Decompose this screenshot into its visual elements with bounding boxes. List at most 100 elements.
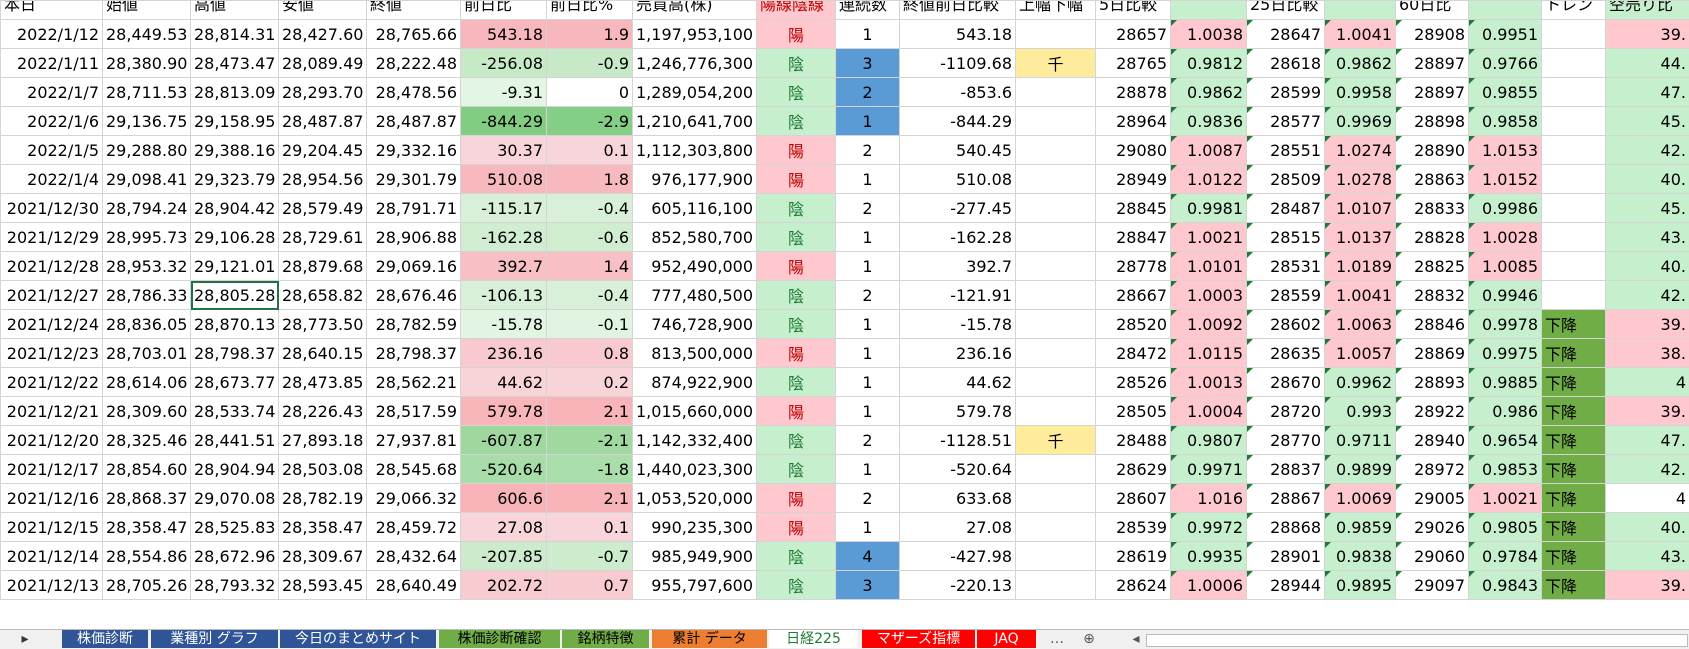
- cell: 28,309.60: [103, 397, 191, 426]
- cell: 1.0063: [1325, 310, 1396, 339]
- cell: 28770: [1247, 426, 1325, 455]
- cell: 1.0092: [1171, 310, 1247, 339]
- cell: 0.1: [547, 513, 633, 542]
- sheet-tab[interactable]: 業種別 グラフ: [151, 630, 278, 648]
- cell: 28,358.47: [103, 513, 191, 542]
- cell: 28,658.82: [279, 281, 367, 310]
- sheet-tab[interactable]: マザーズ指標: [862, 630, 975, 648]
- cell: 0.9962: [1325, 368, 1396, 397]
- more-tabs[interactable]: …: [1042, 630, 1072, 648]
- cell[interactable]: 28,805.28: [191, 281, 279, 310]
- cell: 2021/12/15: [1, 513, 103, 542]
- cell: -0.6: [547, 223, 633, 252]
- cell: 40.: [1606, 252, 1689, 281]
- cell: 579.78: [900, 397, 1016, 426]
- sheet-tab[interactable]: 日経225: [769, 630, 858, 648]
- cell: 0.986: [1469, 397, 1542, 426]
- cell: -1.8: [547, 455, 633, 484]
- cell: 28,380.90: [103, 49, 191, 78]
- cell: [1542, 78, 1606, 107]
- cell: 28,487.87: [279, 107, 367, 136]
- cell: 0.9885: [1469, 368, 1542, 397]
- cell: -15.78: [461, 310, 547, 339]
- cell: 28,673.77: [191, 368, 279, 397]
- cell: 42.: [1606, 136, 1689, 165]
- cell: [1542, 20, 1606, 49]
- sheet-tab[interactable]: 銘柄特徴: [562, 630, 649, 648]
- cell: 510.08: [461, 165, 547, 194]
- cell: 28635: [1247, 339, 1325, 368]
- cell: 44.62: [900, 368, 1016, 397]
- cell: 28472: [1096, 339, 1171, 368]
- cell: 陽: [757, 252, 836, 281]
- cell: 0.9862: [1325, 49, 1396, 78]
- cell: -220.13: [900, 571, 1016, 600]
- cell: 29,069.16: [367, 252, 461, 281]
- cell: 1.0004: [1171, 397, 1247, 426]
- cell: 1: [836, 20, 900, 49]
- sheet-tab[interactable]: 累計 データ: [652, 630, 767, 648]
- cell: 28,794.24: [103, 194, 191, 223]
- cell: 28667: [1096, 281, 1171, 310]
- cell: 45.: [1606, 194, 1689, 223]
- cell: 陽: [757, 397, 836, 426]
- cell: [1016, 107, 1096, 136]
- cell: 28,953.32: [103, 252, 191, 281]
- cell: 陰: [757, 223, 836, 252]
- cell: 2021/12/24: [1, 310, 103, 339]
- cell: [1016, 368, 1096, 397]
- cell: 28,473.47: [191, 49, 279, 78]
- cell: 29,288.80: [103, 136, 191, 165]
- cell: 28,293.70: [279, 78, 367, 107]
- cell: 27,937.81: [367, 426, 461, 455]
- cell: 2: [836, 484, 900, 513]
- sheet-tab[interactable]: 株価診断確認: [439, 630, 560, 648]
- cell: 29,121.01: [191, 252, 279, 281]
- cell: 陰: [757, 281, 836, 310]
- cell: 28,325.46: [103, 426, 191, 455]
- cell: 0.9972: [1171, 513, 1247, 542]
- cell: 1: [836, 513, 900, 542]
- cell: 28,473.85: [279, 368, 367, 397]
- cell: 陽: [757, 20, 836, 49]
- cell: 2: [836, 78, 900, 107]
- scroll-left[interactable]: ◂: [1128, 630, 1144, 648]
- cell: 1,210,641,700: [633, 107, 757, 136]
- cell: 1: [836, 397, 900, 426]
- cell: [1016, 252, 1096, 281]
- cell: 1.0152: [1469, 165, 1542, 194]
- sheet-tab[interactable]: 今日のまとめサイト: [280, 630, 436, 648]
- sheet-tab[interactable]: JAQ: [977, 630, 1036, 648]
- cell: 43.: [1606, 223, 1689, 252]
- cell: 28647: [1247, 20, 1325, 49]
- cell: 2021/12/22: [1, 368, 103, 397]
- cell: 0.9978: [1469, 310, 1542, 339]
- nav-arrow[interactable]: ▸: [10, 630, 40, 648]
- cell: 28897: [1396, 49, 1469, 78]
- cell: 下降: [1542, 397, 1606, 426]
- sheet-tab[interactable]: 株価診断: [62, 630, 148, 648]
- cell: 28949: [1096, 165, 1171, 194]
- cell: 28845: [1096, 194, 1171, 223]
- tab-bar: ▸ … ⊕ ◂ 株価診断業種別 グラフ今日のまとめサイト株価診断確認銘柄特徴累計…: [0, 629, 1689, 649]
- cell: 28,904.94: [191, 455, 279, 484]
- cell: 28,782.59: [367, 310, 461, 339]
- header-cell: 終値前日比較: [900, 1, 1016, 20]
- cell: -607.87: [461, 426, 547, 455]
- cell: 28,782.19: [279, 484, 367, 513]
- add-sheet[interactable]: ⊕: [1076, 630, 1102, 648]
- cell: 1.016: [1171, 484, 1247, 513]
- cell: [1542, 252, 1606, 281]
- cell: 236.16: [461, 339, 547, 368]
- cell: 236.16: [900, 339, 1016, 368]
- cell: 27.08: [461, 513, 547, 542]
- scrollbar[interactable]: [1146, 634, 1688, 647]
- cell: 29005: [1396, 484, 1469, 513]
- cell: 0.9858: [1469, 107, 1542, 136]
